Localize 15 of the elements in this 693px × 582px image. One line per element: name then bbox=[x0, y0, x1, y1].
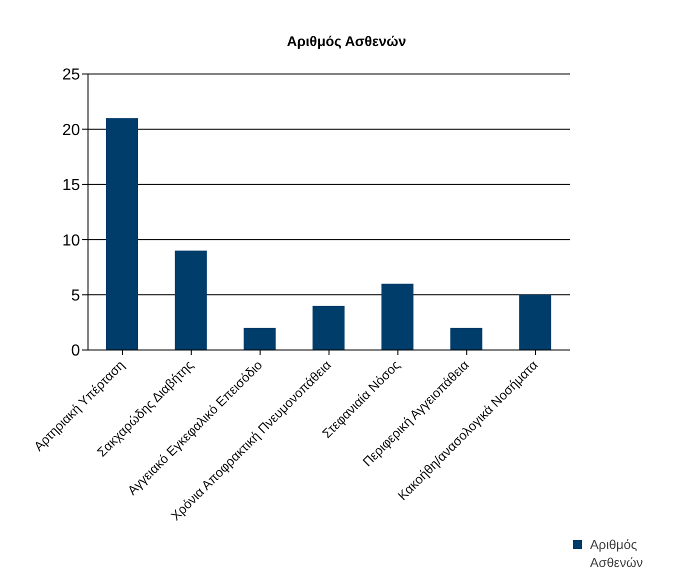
bar bbox=[312, 306, 345, 350]
bar bbox=[106, 118, 138, 350]
legend-label: Αριθμός Ασθενών bbox=[590, 536, 644, 572]
bar bbox=[519, 294, 552, 350]
y-tick-label: 5 bbox=[71, 287, 80, 304]
y-tick-label: 10 bbox=[62, 232, 80, 250]
y-tick-label: 15 bbox=[62, 177, 80, 194]
bar bbox=[450, 328, 482, 350]
y-tick-label: 25 bbox=[62, 66, 80, 84]
bar bbox=[244, 328, 276, 350]
y-tick-label: 20 bbox=[62, 122, 80, 139]
bar bbox=[174, 250, 207, 350]
bar bbox=[381, 284, 414, 350]
y-tick-label: 0 bbox=[71, 342, 80, 360]
chart-title: Αριθμός Ασθενών bbox=[286, 33, 408, 49]
